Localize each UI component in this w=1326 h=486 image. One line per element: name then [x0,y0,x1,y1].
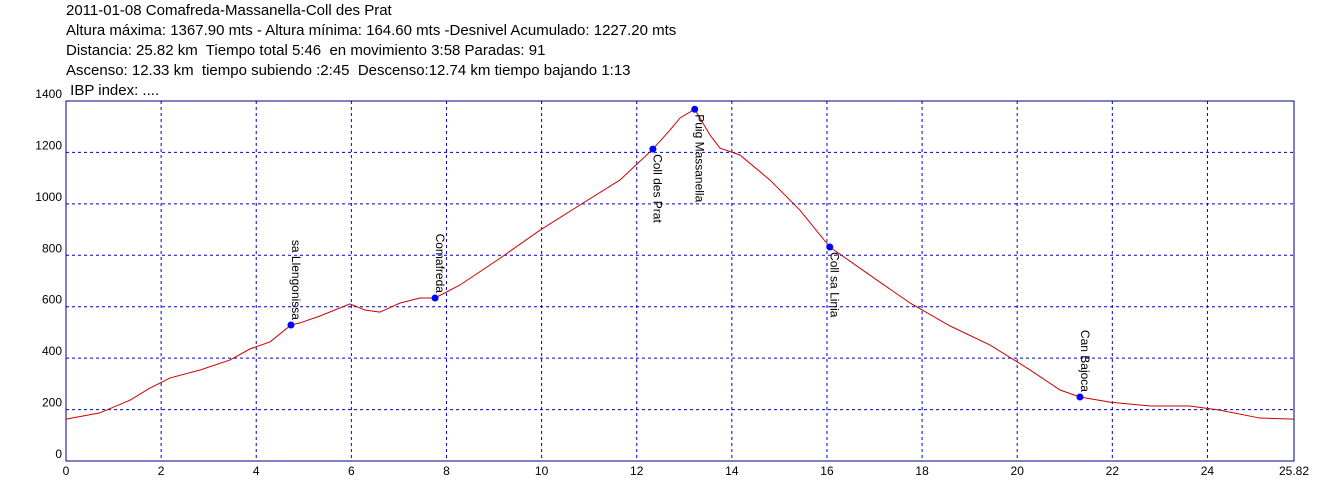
header-line: Distancia: 25.82 km Tiempo total 5:46 en… [66,42,545,59]
header-line: 2011-01-08 Comafreda-Massanella-Coll des… [66,2,393,19]
y-tick-label: 1000 [35,190,62,204]
waypoint-label: sa Llengonissa [289,240,303,320]
header-line: Altura máxima: 1367.90 mts - Altura míni… [66,22,676,39]
y-tick-label: 600 [42,293,62,307]
waypoint-label: Comafreda [433,234,447,294]
x-tick-label: 0 [63,464,70,478]
y-tick-label: 800 [42,241,62,255]
x-tick-label: 8 [443,464,450,478]
y-tick-label: 1400 [35,87,62,101]
y-tick-label: 1200 [35,138,62,152]
waypoint-label: Coll sa Linia [828,252,842,318]
header-line: IBP index: .... [66,82,159,99]
x-tick-label: 25.82 [1279,464,1309,478]
waypoint [691,105,699,113]
elevation-line [65,108,1295,420]
x-tick-label: 22 [1106,464,1120,478]
header-line: Ascenso: 12.33 km tiempo subiendo :2:45 … [66,62,631,79]
waypoint-label: Puig Massanella [693,114,707,202]
x-tick-label: 4 [253,464,260,478]
waypoint [287,321,295,329]
waypoint [431,294,439,302]
waypoint [649,145,657,153]
waypoint [1076,393,1084,401]
y-tick-label: 0 [55,447,62,461]
plot-frame [65,100,1295,462]
waypoint-label: Coll des Prat [651,154,665,223]
x-tick-label: 12 [630,464,644,478]
x-tick-label: 18 [915,464,929,478]
x-tick-label: 16 [820,464,834,478]
waypoint [826,243,834,251]
x-tick-label: 14 [725,464,739,478]
x-tick-label: 10 [535,464,549,478]
x-tick-label: 6 [348,464,355,478]
y-tick-label: 200 [42,396,62,410]
x-tick-label: 24 [1201,464,1215,478]
waypoint-label: Can Bajoca [1078,330,1092,392]
x-tick-label: 20 [1011,464,1025,478]
x-tick-label: 2 [158,464,165,478]
y-tick-label: 400 [42,344,62,358]
